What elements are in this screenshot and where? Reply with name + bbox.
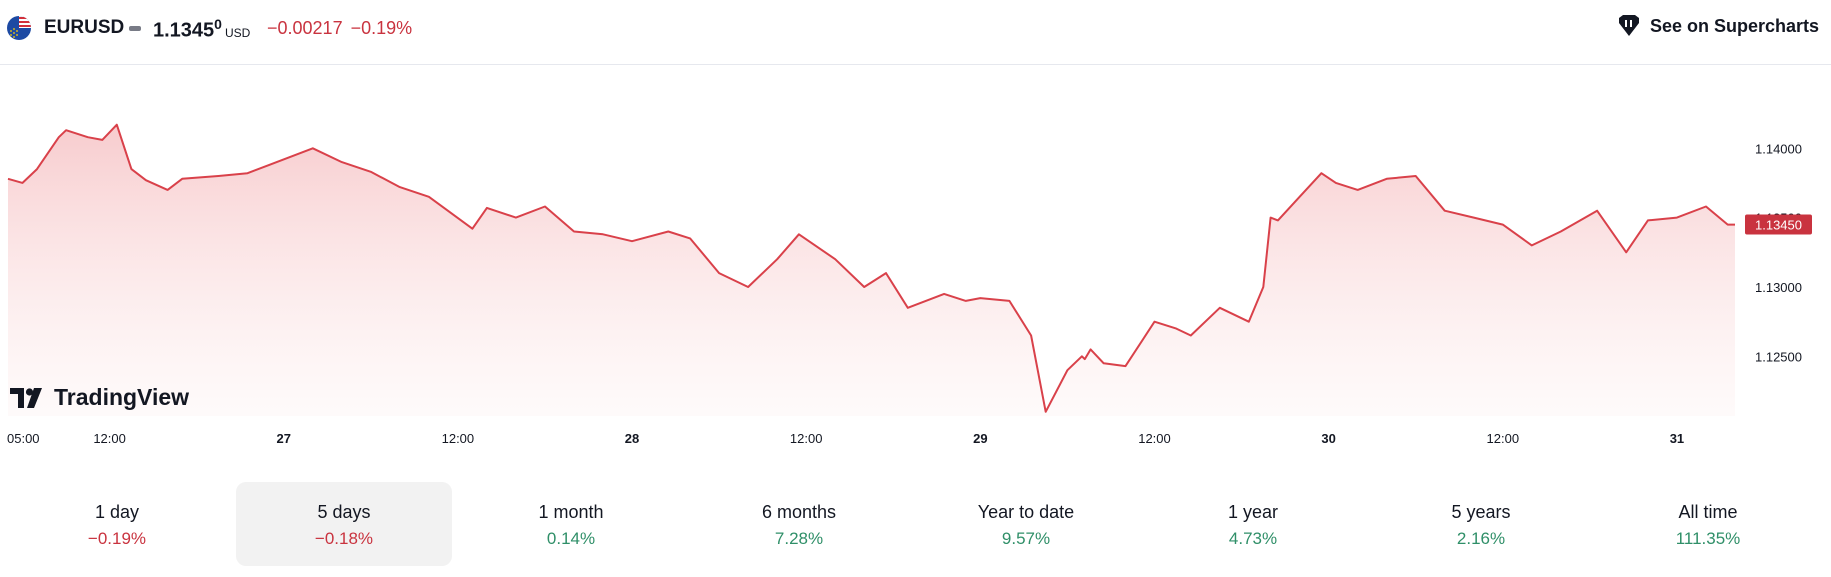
supercharts-icon <box>1618 15 1639 36</box>
period-label: 6 months <box>761 502 837 522</box>
period-change: 9.57% <box>1001 529 1051 548</box>
x-tick-label: 05:00 <box>7 431 40 446</box>
period-performance-tabs: 1 day −0.19% 5 days −0.18% 1 month 0.14% 6 mon… <box>0 482 1831 574</box>
symbol-name: EURUSD <box>44 17 125 38</box>
market-status-dash <box>129 26 141 31</box>
period-tab[interactable]: 1 month 0.14% <box>463 482 679 566</box>
change-absolute: −0.00217 <box>267 18 343 38</box>
price-pip: 0 <box>214 16 222 32</box>
tradingview-logo-icon <box>10 387 42 408</box>
period-label: 1 year <box>1227 502 1279 522</box>
eur-usd-flag-icon <box>7 16 31 40</box>
period-tab[interactable]: Year to date 9.57% <box>918 482 1134 566</box>
x-tick-label: 12:00 <box>1138 431 1171 446</box>
period-tab[interactable]: 5 days −0.18% <box>236 482 452 566</box>
period-change: 2.16% <box>1456 529 1506 548</box>
x-tick-label: 12:00 <box>93 431 126 446</box>
change-percent: −0.19% <box>350 18 413 38</box>
period-tab[interactable]: 6 months 7.28% <box>691 482 907 566</box>
price-currency: USD <box>224 25 251 40</box>
x-tick-label: 29 <box>973 431 987 446</box>
symbol-header: EURUSD 1.13450USD −0.00217 −0.19% See on … <box>0 0 1831 65</box>
x-tick-label: 12:00 <box>1487 431 1520 446</box>
last-price-label: 1.13450 <box>1755 218 1802 233</box>
period-tab[interactable]: 1 year 4.73% <box>1145 482 1361 566</box>
period-tab[interactable]: All time 111.35% <box>1600 482 1816 566</box>
price-main: 1.1345 <box>153 19 215 42</box>
x-tick-label: 27 <box>277 431 291 446</box>
y-tick-label: 1.14000 <box>1755 141 1802 156</box>
x-tick-label: 31 <box>1670 431 1684 446</box>
period-change: −0.19% <box>87 529 147 548</box>
period-label: 5 years <box>1451 502 1511 522</box>
supercharts-label: See on Supercharts <box>1649 15 1819 36</box>
price-line <box>7 123 1735 413</box>
see-on-supercharts-link[interactable]: See on Supercharts <box>1616 14 1819 38</box>
price-area-fill <box>8 124 1735 416</box>
period-label: 1 day <box>94 502 140 522</box>
x-tick-label: 12:00 <box>442 431 475 446</box>
period-tab[interactable]: 5 years 2.16% <box>1373 482 1589 566</box>
period-label: 1 month <box>538 502 604 522</box>
period-label: 5 days <box>317 502 371 522</box>
period-change: 7.28% <box>774 529 824 548</box>
x-tick-label: 28 <box>625 431 639 446</box>
period-change: 0.14% <box>546 529 596 548</box>
x-tick-label: 12:00 <box>790 431 823 446</box>
last-price: 1.13450USD <box>153 16 250 43</box>
period-change: −0.18% <box>314 529 374 548</box>
period-change: 111.35% <box>1675 529 1741 548</box>
period-label: Year to date <box>977 502 1075 522</box>
period-change: 4.73% <box>1228 529 1278 548</box>
x-tick-label: 30 <box>1321 431 1335 446</box>
y-tick-label: 1.12500 <box>1755 349 1802 364</box>
price-change: −0.00217 −0.19% <box>267 18 420 39</box>
period-label: All time <box>1678 502 1738 522</box>
last-price-marker <box>1745 214 1812 235</box>
tradingview-logo: TradingView <box>10 384 189 411</box>
period-tab[interactable]: 1 day −0.19% <box>9 482 225 566</box>
y-tick-label: 1.13000 <box>1755 280 1802 295</box>
brand-name: TradingView <box>54 384 190 410</box>
